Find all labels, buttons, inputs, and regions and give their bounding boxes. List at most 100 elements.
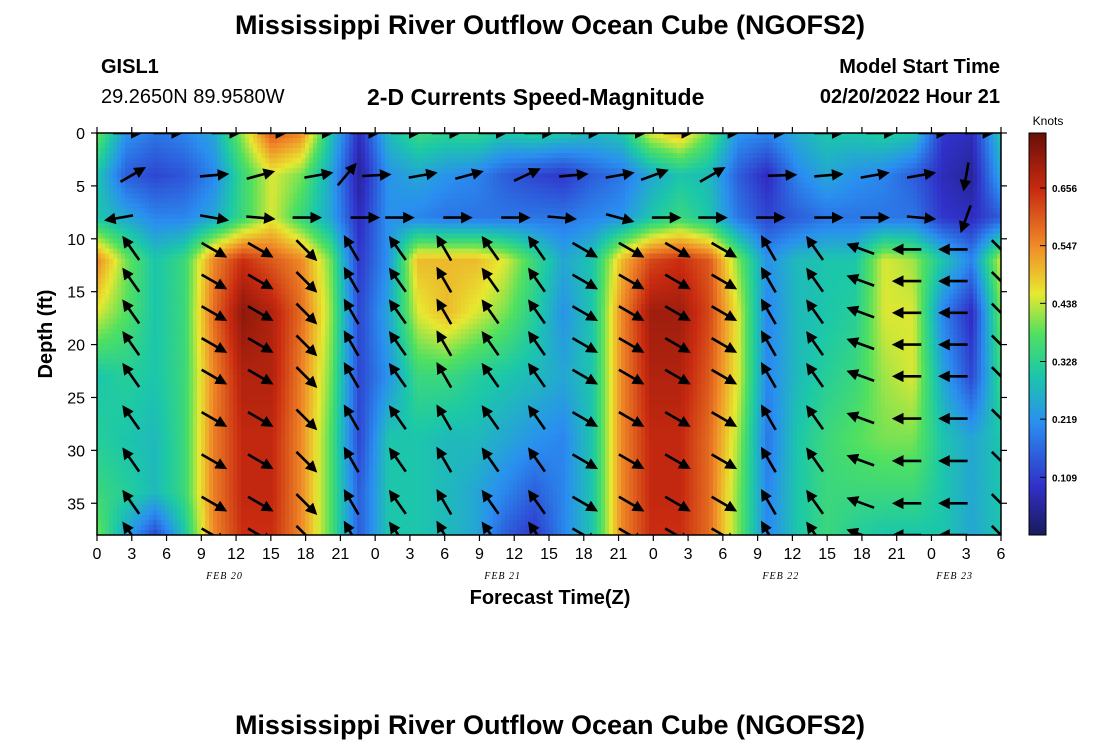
heatmap-cell	[613, 188, 618, 194]
heatmap-cell	[741, 188, 746, 194]
heatmap-cell	[245, 198, 250, 204]
heatmap-cell	[173, 168, 178, 174]
heatmap-cell	[485, 183, 490, 189]
heatmap-cell	[681, 143, 686, 149]
heatmap-cell	[101, 138, 106, 144]
heatmap-cell	[937, 188, 942, 194]
heatmap-cell	[741, 133, 746, 139]
heatmap-cell	[809, 173, 814, 179]
heatmap-cell	[389, 198, 394, 204]
heatmap-cell	[865, 163, 870, 169]
heatmap-cell	[897, 203, 902, 209]
heatmap-cell	[461, 163, 466, 169]
heatmap-cell	[749, 223, 754, 230]
heatmap-cell	[973, 178, 978, 184]
heatmap-cell	[493, 153, 498, 159]
heatmap-cell	[845, 218, 850, 225]
heatmap-cell	[189, 238, 194, 245]
heatmap-cell	[293, 238, 298, 245]
heatmap-cell	[105, 168, 110, 174]
heatmap-cell	[993, 213, 998, 220]
heatmap-cell	[733, 163, 738, 169]
heatmap-cell	[369, 218, 374, 225]
heatmap-cell	[477, 148, 482, 154]
heatmap-cell	[417, 238, 422, 245]
heatmap-cell	[265, 228, 270, 235]
heatmap-cell	[193, 168, 198, 174]
heatmap-cell	[789, 203, 794, 209]
heatmap-cell	[893, 163, 898, 169]
heatmap-cell	[633, 208, 638, 215]
heatmap-cell	[881, 158, 886, 164]
heatmap-cell	[713, 138, 718, 144]
heatmap-cell	[629, 198, 634, 204]
heatmap-cell	[133, 208, 138, 215]
heatmap-cell	[969, 188, 974, 194]
heatmap-cell	[341, 138, 346, 144]
heatmap-cell	[521, 228, 526, 235]
heatmap-cell	[745, 158, 750, 164]
heatmap-cell	[981, 153, 986, 159]
heatmap-cell	[113, 233, 118, 240]
heatmap-cell	[205, 193, 210, 199]
heatmap-cell	[893, 203, 898, 209]
heatmap-cell	[185, 158, 190, 164]
heatmap-cell	[161, 173, 166, 179]
heatmap-cell	[977, 203, 982, 209]
heatmap-cell	[549, 158, 554, 164]
heatmap-cell	[445, 158, 450, 164]
heatmap-cell	[589, 238, 594, 245]
heatmap-cell	[861, 183, 866, 189]
heatmap-cell	[721, 193, 726, 199]
heatmap-cell	[209, 168, 214, 174]
heatmap-cell	[773, 238, 778, 245]
heatmap-cell	[637, 168, 642, 174]
heatmap-cell	[169, 138, 174, 144]
heatmap-cell	[681, 158, 686, 164]
heatmap-cell	[273, 173, 278, 179]
heatmap-cell	[905, 228, 910, 235]
heatmap-cell	[393, 138, 398, 144]
heatmap-cell	[997, 238, 1001, 245]
heatmap-cell	[141, 198, 146, 204]
heatmap-cell	[973, 183, 978, 189]
heatmap-cell	[201, 188, 206, 194]
heatmap-cell	[257, 233, 262, 240]
heatmap-cell	[337, 163, 342, 169]
heatmap-cell	[897, 198, 902, 204]
heatmap-cell	[597, 213, 602, 220]
heatmap-cell	[197, 193, 202, 199]
heatmap-cell	[225, 193, 230, 199]
heatmap-cell	[285, 238, 290, 245]
heatmap-cell	[461, 208, 466, 215]
heatmap-cell	[889, 178, 894, 184]
heatmap-cell	[673, 188, 678, 194]
heatmap-cell	[473, 203, 478, 209]
heatmap-cell	[821, 158, 826, 164]
heatmap-cell	[449, 228, 454, 235]
heatmap-cell	[453, 223, 458, 230]
heatmap-cell	[289, 233, 294, 240]
heatmap-cell	[261, 228, 266, 235]
heatmap-cell	[389, 133, 394, 139]
heatmap-cell	[173, 238, 178, 245]
heatmap-cell	[453, 213, 458, 220]
heatmap-cell	[921, 133, 926, 139]
heatmap-cell	[253, 138, 258, 144]
heatmap-cell	[153, 183, 158, 189]
heatmap-cell	[301, 238, 306, 245]
heatmap-cell	[625, 143, 630, 149]
heatmap-cell	[97, 188, 102, 194]
heatmap-cell	[641, 188, 646, 194]
heatmap-cell	[125, 193, 130, 199]
heatmap-cell	[361, 233, 366, 240]
heatmap-cell	[101, 158, 106, 164]
heatmap-cell	[657, 218, 662, 225]
heatmap-cell	[265, 233, 270, 240]
heatmap-cell	[769, 168, 774, 174]
heatmap-cell	[369, 138, 374, 144]
heatmap-cell	[673, 143, 678, 149]
heatmap-cell	[897, 208, 902, 215]
heatmap-cell	[929, 153, 934, 159]
heatmap-cell	[421, 163, 426, 169]
